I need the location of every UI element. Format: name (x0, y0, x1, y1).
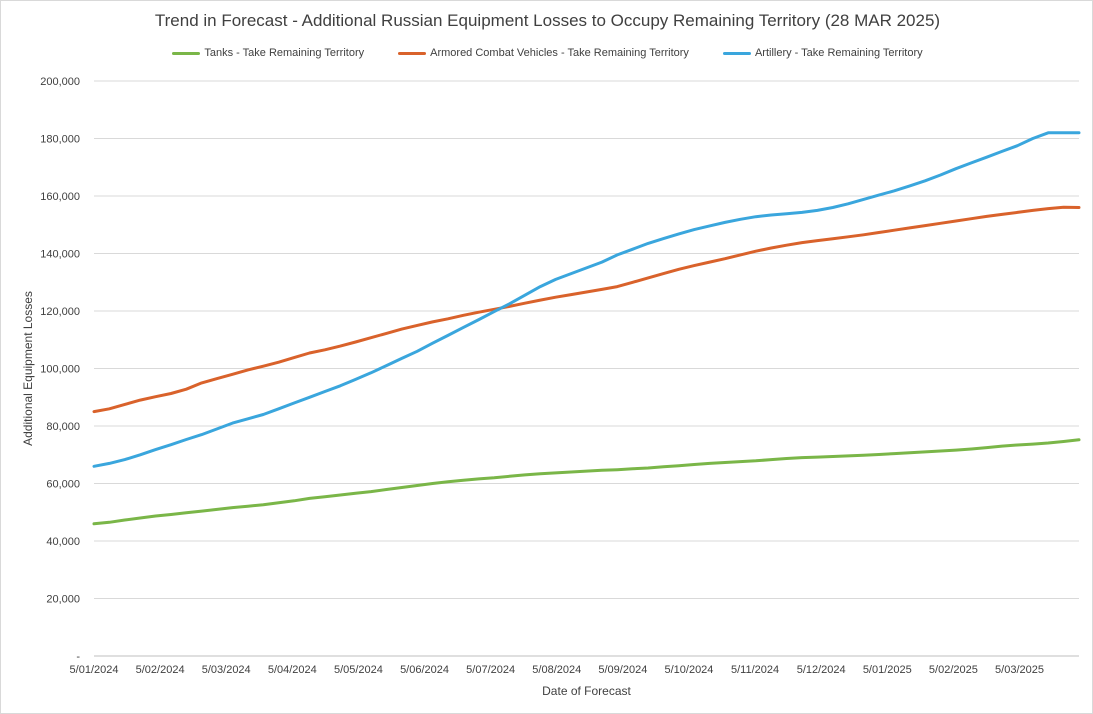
y-tick-label: 80,000 (46, 421, 80, 433)
y-tick-label: 20,000 (46, 594, 80, 606)
y-axis-title: Additional Equipment Losses (21, 291, 35, 446)
x-tick-label: 5/09/2024 (598, 664, 647, 676)
series-lines (92, 131, 1081, 526)
x-tick-label: 5/04/2024 (268, 664, 317, 676)
x-tick-label: 5/05/2024 (334, 664, 383, 676)
x-axis-title: Date of Forecast (542, 684, 631, 698)
gridlines (94, 80, 1079, 657)
y-tick-label: - (76, 651, 80, 663)
x-tick-label: 5/10/2024 (664, 664, 713, 676)
x-tick-label: 5/03/2024 (202, 664, 251, 676)
legend-label-artillery: Artillery - Take Remaining Territory (754, 47, 923, 59)
x-tick-label: 5/01/2025 (863, 664, 912, 676)
legend: Tanks - Take Remaining Territory Armored… (1, 47, 1093, 59)
x-tick-label: 5/08/2024 (532, 664, 581, 676)
x-tick-label: 5/12/2024 (797, 664, 846, 676)
series-line-armored-combat-vehicles (92, 205, 1081, 414)
y-tick-label: 140,000 (40, 249, 80, 261)
legend-swatch-tanks (172, 51, 201, 55)
y-tick-label: 60,000 (46, 479, 80, 491)
y-tick-label: 40,000 (46, 536, 80, 548)
chart-title: Trend in Forecast - Additional Russian E… (154, 11, 941, 30)
series-line-artillery (92, 131, 1081, 468)
x-tick-label: 5/02/2025 (929, 664, 978, 676)
y-tick-label: 100,000 (40, 364, 80, 376)
legend-item-armored-combat-vehicles: Armored Combat Vehicles - Take Remaining… (398, 47, 689, 59)
x-tick-label: 5/01/2024 (70, 664, 119, 676)
x-axis-ticks: 5/01/2024 5/02/2024 5/03/2024 5/04/2024 5/05… (70, 664, 1044, 676)
x-tick-label: 5/03/2025 (995, 664, 1044, 676)
legend-label-tanks: Tanks - Take Remaining Territory (204, 47, 365, 59)
x-tick-label: 5/07/2024 (466, 664, 515, 676)
x-tick-label: 5/11/2024 (731, 664, 779, 676)
y-tick-label: 200,000 (40, 76, 80, 88)
y-tick-label: 160,000 (40, 191, 80, 203)
x-tick-label: 5/06/2024 (400, 664, 449, 676)
y-tick-label: 120,000 (40, 306, 80, 318)
series-line-tanks (92, 438, 1081, 526)
legend-swatch-artillery (722, 51, 751, 55)
y-axis-ticks: - 20,000 40,000 60,000 80,000 100,000 120,000 1… (40, 76, 80, 663)
legend-label-armored-combat-vehicles: Armored Combat Vehicles - Take Remaining… (430, 47, 689, 59)
x-tick-label: 5/02/2024 (136, 664, 185, 676)
legend-swatch-armored-combat-vehicles (398, 51, 427, 55)
legend-item-tanks: Tanks - Take Remaining Territory (172, 47, 364, 59)
y-tick-label: 180,000 (40, 134, 80, 146)
legend-item-artillery: Artillery - Take Remaining Territory (722, 47, 923, 59)
